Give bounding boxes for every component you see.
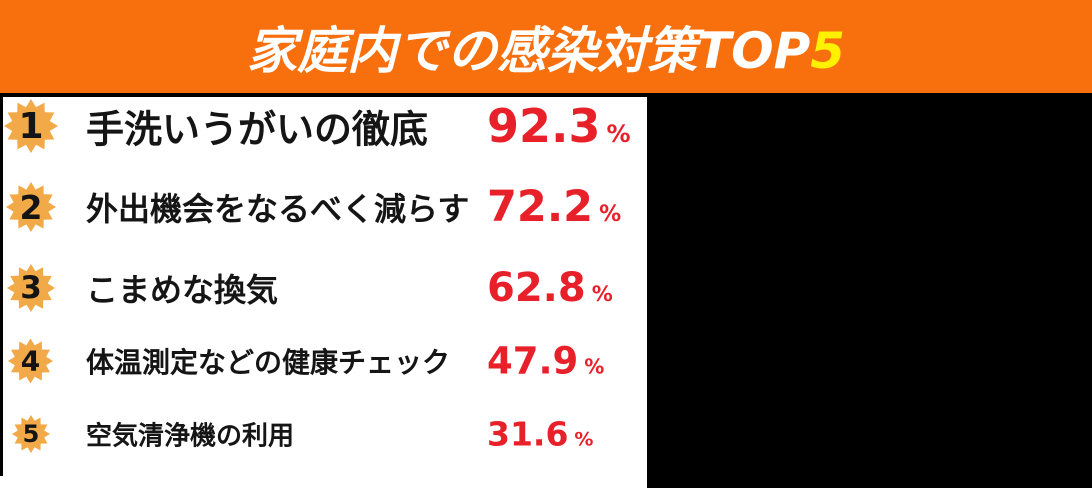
rank-1-starburst-badge: 1 [4, 99, 58, 153]
header-banner: 家庭内での感染対策TOP5 [0, 0, 1092, 93]
rank-number: 4 [20, 344, 41, 378]
rank-3-percentage: 62.8 % [487, 265, 613, 311]
percent-sign: % [574, 428, 594, 451]
rank-1-label: 手洗いうがいの徹底 [86, 107, 429, 152]
rank-2-starburst-badge: 2 [6, 182, 56, 232]
rank-3-starburst-badge: 3 [7, 264, 55, 312]
rank-4-percentage: 47.9 % [487, 340, 604, 383]
percent-sign: % [584, 354, 605, 379]
rank-2-percentage: 72.2 % [487, 182, 621, 232]
rank-2-label: 外出機会をなるべく減らす [86, 190, 470, 228]
panel-top-border [0, 93, 647, 97]
percent-sign: % [599, 202, 622, 227]
rank-number: 1 [18, 105, 44, 147]
rank-number: 5 [22, 420, 40, 448]
page-title: 家庭内での感染対策TOP5 [247, 11, 845, 83]
blacked-out-image-area [647, 93, 1092, 488]
rank-1-percentage: 92.3 % [487, 99, 631, 153]
percent-sign: % [591, 282, 613, 306]
page-title-accent-number: 5 [810, 21, 846, 80]
rank-number: 2 [19, 187, 43, 227]
panel-left-border [0, 93, 3, 476]
rank-3-label: こまめな換気 [86, 271, 279, 309]
rank-5-percentage: 31.6 % [487, 415, 593, 454]
percent-value: 72.2 [487, 182, 594, 232]
rank-5-label: 空気清浄機の利用 [86, 421, 295, 452]
percent-value: 92.3 [487, 99, 601, 153]
page-title-main: 家庭内での感染対策TOP [246, 21, 811, 80]
percent-value: 47.9 [487, 339, 579, 383]
rank-4-label: 体温測定などの健康チェック [86, 346, 451, 379]
rank-5-starburst-badge: 5 [12, 415, 50, 453]
percent-value: 31.6 [487, 414, 569, 454]
percent-sign: % [606, 120, 631, 148]
rank-number: 3 [20, 270, 42, 306]
rank-4-starburst-badge: 4 [8, 338, 53, 384]
percent-value: 62.8 [487, 265, 586, 311]
